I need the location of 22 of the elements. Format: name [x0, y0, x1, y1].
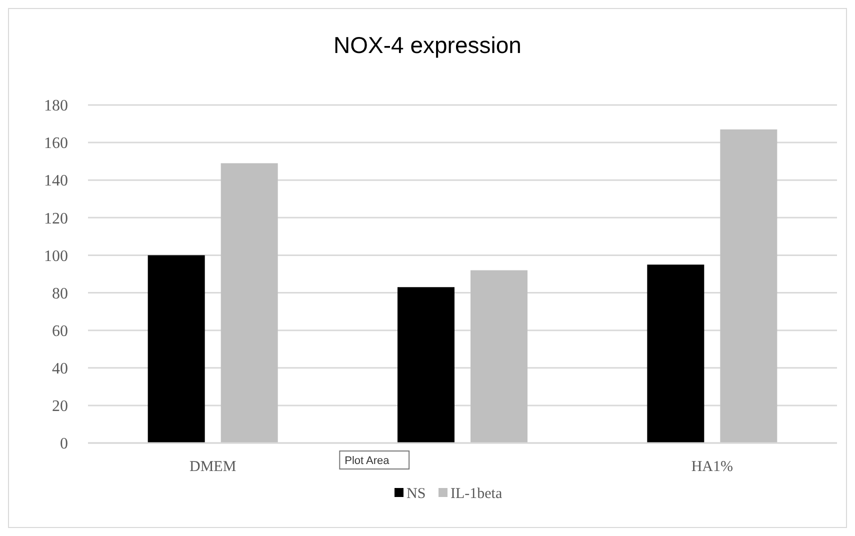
legend-label: IL-1beta: [450, 486, 502, 502]
chart-title: NOX-4 expression: [334, 32, 522, 58]
y-tick-label: 140: [44, 172, 68, 190]
y-tick-label: 160: [44, 135, 68, 152]
bar: [647, 264, 704, 443]
x-tick-label: HA1%: [691, 459, 734, 475]
y-tick-label: 20: [52, 398, 68, 416]
y-tick-label: 40: [52, 360, 68, 378]
bar: [220, 163, 278, 443]
bar: [720, 129, 778, 443]
y-tick-label: 0: [60, 436, 68, 453]
y-tick-label: 120: [44, 210, 68, 228]
bar: [470, 270, 528, 443]
y-tick-label: 80: [52, 285, 68, 302]
y-tick-label: 60: [52, 322, 68, 340]
bar: [148, 255, 205, 443]
y-tick-label: 100: [44, 248, 68, 265]
y-tick-label: 180: [44, 98, 68, 115]
x-tick-label: DMEM: [189, 459, 236, 475]
bar: [398, 287, 454, 443]
legend-label: NS: [406, 486, 426, 502]
text: Plot Area: [344, 455, 390, 467]
